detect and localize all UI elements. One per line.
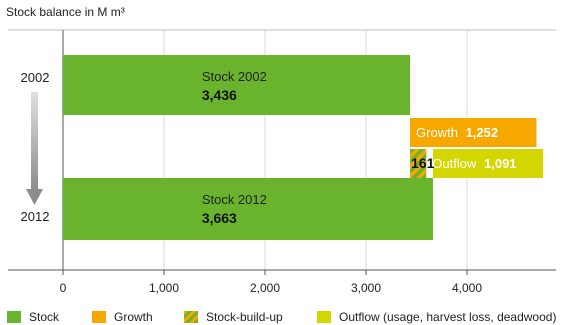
legend-item-stock: Stock (7, 308, 59, 325)
legend: Stock Growth Stock-build-up Outflow (usa… (0, 308, 564, 325)
legend-label-growth: Growth (114, 309, 153, 324)
legend-item-stock-build-up: Stock-build-up (184, 308, 283, 325)
legend-swatch-growth (92, 310, 106, 323)
legend-swatch-stock (7, 310, 21, 323)
x-tick-label: 4,000 (452, 281, 482, 295)
x-tick-label: 1,000 (149, 281, 179, 295)
label-stock-2012: Stock 2012 (202, 192, 267, 207)
legend-swatch-stock-build-up (184, 310, 198, 323)
chart-title: Stock balance in M m³ (6, 5, 125, 19)
legend-item-growth: Growth (92, 308, 153, 325)
bar-outflow (432, 149, 544, 178)
outflow-value: 1,091 (484, 156, 517, 171)
legend-label-stock: Stock (29, 309, 60, 324)
legend-item-outflow: Outflow (usage, harvest loss, deadwood) (317, 308, 556, 325)
year-label-2002: 2002 (21, 70, 50, 85)
value-stock-build-up: 161 (411, 155, 435, 171)
x-tick-label: 0 (60, 281, 67, 295)
x-tick-labels: 0 1,000 2,000 3,000 4,000 (60, 270, 482, 295)
x-tick-label: 2,000 (250, 281, 280, 295)
x-tick-label: 3,000 (351, 281, 381, 295)
bar-growth (410, 118, 537, 147)
label-stock-2002: Stock 2002 (202, 69, 267, 84)
growth-name: Growth (416, 125, 458, 140)
value-stock-2002: 3,436 (202, 87, 237, 103)
label-outflow: Outflow 1,091 (432, 156, 516, 171)
legend-label-stock-build-up: Stock-build-up (206, 309, 283, 324)
outflow-name: Outflow (432, 156, 477, 171)
bar-stock-build-up (410, 149, 427, 178)
legend-swatch-outflow (317, 310, 331, 323)
bar-stock-2002 (63, 55, 411, 115)
bar-stock-2012 (63, 178, 433, 240)
time-arrow (26, 92, 43, 205)
year-label-2012: 2012 (21, 209, 50, 224)
value-stock-2012: 3,663 (202, 210, 237, 226)
growth-value: 1,252 (466, 125, 499, 140)
label-growth: Growth 1,252 (416, 125, 498, 140)
legend-label-outflow: Outflow (usage, harvest loss, deadwood) (339, 309, 557, 324)
